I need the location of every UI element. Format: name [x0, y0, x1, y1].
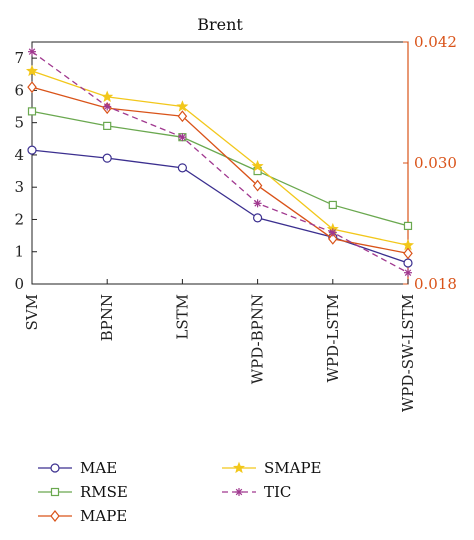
- point-tic-1: [103, 102, 112, 111]
- series-line-rmse: [31, 110, 409, 227]
- x-tick-label-2: LSTM: [173, 294, 191, 340]
- right-tick-label-2: 0.042: [414, 33, 457, 51]
- left-tick-label-3: 3: [14, 178, 24, 196]
- x-tick-label-4: WPD-LSTM: [324, 294, 342, 382]
- point-smape-2: [176, 100, 189, 112]
- point-mape-5: [403, 247, 413, 260]
- point-tic-0: [28, 47, 36, 56]
- legend: MAE RMSE MAPE SMAPE TIC: [38, 459, 322, 525]
- series-mape: [27, 81, 413, 260]
- point-tic-2: [178, 133, 187, 142]
- series-mae: [27, 145, 413, 268]
- point-rmse-4: [328, 200, 337, 210]
- legend-marker-rmse: [50, 487, 60, 497]
- series-line-mape: [31, 86, 409, 254]
- point-smape-0: [25, 64, 39, 77]
- legend-marker-mae: [50, 463, 60, 473]
- point-smape-3: [251, 159, 264, 172]
- point-smape-1: [101, 90, 114, 102]
- right-y-axis: 0.018 0.030 0.042: [403, 33, 457, 293]
- point-mape-3: [252, 179, 263, 192]
- point-rmse-1: [103, 121, 112, 130]
- point-mae-2: [177, 163, 187, 173]
- legend-marker-tic: [235, 488, 243, 496]
- legend-item-rmse: RMSE: [38, 483, 128, 501]
- left-y-axis: 0 1 2 3 4 5 6 7: [14, 49, 37, 293]
- legend-label-smape: SMAPE: [264, 459, 322, 477]
- point-mape-2: [177, 110, 188, 123]
- legend-marker-mape: [50, 510, 60, 522]
- x-tick-label-1: BPNN: [98, 294, 116, 341]
- point-mae-1: [102, 153, 112, 163]
- right-tick-label-1: 0.030: [414, 154, 457, 172]
- series-line-tic: [31, 51, 409, 274]
- point-smape-5: [401, 238, 415, 251]
- legend-label-rmse: RMSE: [80, 483, 128, 501]
- series-smape: [25, 64, 415, 251]
- point-mae-5: [403, 258, 413, 268]
- x-tick-label-3: WPD-BPNN: [249, 294, 267, 384]
- legend-item-mae: MAE: [38, 459, 117, 477]
- point-rmse-5: [403, 221, 413, 231]
- right-tick-label-0: 0.018: [414, 275, 457, 293]
- left-tick-label-5: 5: [14, 114, 24, 132]
- left-tick-label-6: 6: [14, 81, 24, 99]
- legend-label-mape: MAPE: [80, 507, 127, 525]
- left-tick-label-0: 0: [14, 275, 24, 293]
- series-layer: [25, 47, 415, 277]
- point-tic-5: [404, 268, 412, 277]
- left-tick-label-2: 2: [14, 210, 24, 228]
- series-rmse: [27, 107, 413, 231]
- point-tic-4: [328, 228, 337, 237]
- series-line-smape: [31, 70, 409, 246]
- plot-frame: [31, 41, 409, 285]
- chart-title: Brent: [197, 15, 243, 34]
- point-mape-4: [328, 232, 338, 245]
- point-tic-3: [253, 199, 262, 208]
- legend-item-mape: MAPE: [38, 507, 127, 525]
- left-tick-label-7: 7: [14, 49, 24, 67]
- legend-marker-smape: [232, 461, 246, 474]
- legend-label-tic: TIC: [264, 483, 291, 501]
- point-rmse-0: [27, 107, 37, 116]
- series-tic: [28, 47, 412, 277]
- x-tick-label-5: WPD-SW-LSTM: [399, 294, 417, 412]
- x-tick-label-0: SVM: [23, 294, 41, 330]
- point-mae-3: [253, 213, 263, 223]
- legend-label-mae: MAE: [80, 459, 117, 477]
- point-mape-0: [27, 81, 37, 94]
- left-tick-label-1: 1: [14, 243, 24, 261]
- legend-item-tic: TIC: [222, 483, 291, 501]
- left-tick-label-4: 4: [14, 146, 24, 164]
- series-line-mae: [31, 149, 409, 264]
- legend-item-smape: SMAPE: [222, 459, 322, 477]
- x-axis: SVM BPNN LSTM WPD-BPNN WPD-LSTM WPD-SW-LSTM: [23, 279, 417, 412]
- point-mae-0: [27, 145, 37, 155]
